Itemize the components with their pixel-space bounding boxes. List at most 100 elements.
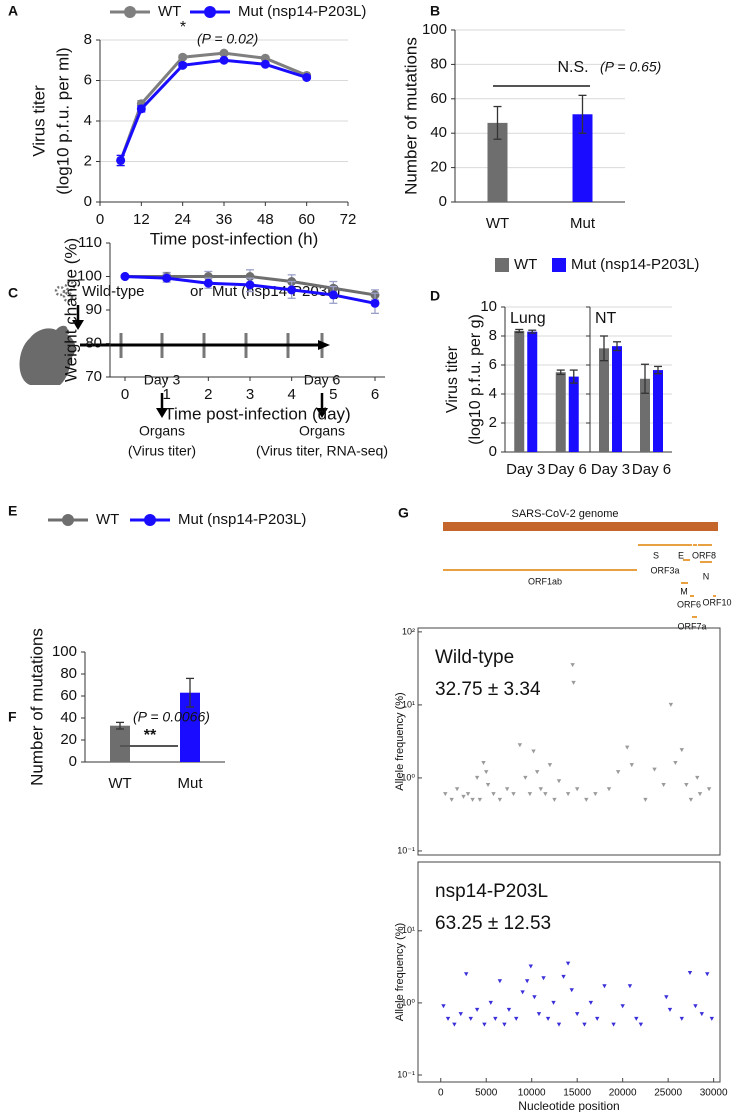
panel-label: F: [8, 709, 17, 725]
x-tick-label: Day 3: [591, 461, 630, 478]
point: [545, 1016, 551, 1021]
marker: [287, 285, 297, 295]
y-tick-label: 40: [60, 709, 77, 726]
significance: *: [180, 19, 186, 36]
bar: [555, 372, 566, 452]
point: [664, 995, 669, 1000]
point: [482, 1022, 487, 1027]
point: [687, 970, 693, 975]
point: [593, 792, 598, 797]
gene-label: ORF3a: [650, 565, 679, 575]
point: [502, 1022, 507, 1027]
marker: [178, 60, 188, 70]
y-tick-label: 20: [60, 731, 77, 748]
p-value: (P = 0.02): [197, 31, 258, 47]
y-tick-label: 70: [85, 368, 102, 385]
plot-frame: [417, 627, 721, 856]
panel-label: C: [8, 285, 18, 301]
y-tick-label: 60: [60, 687, 77, 704]
marker: [203, 278, 213, 288]
y-tick-label: 80: [60, 665, 77, 682]
x-tick-label: 3: [246, 386, 254, 403]
sample-label: Organs: [139, 423, 185, 439]
marker: [370, 298, 380, 308]
x-tick-label: Day 6: [548, 461, 587, 478]
point: [477, 797, 483, 802]
point: [441, 1004, 446, 1009]
x-tick-label: 0: [96, 211, 104, 228]
significance: **: [144, 727, 157, 744]
point: [474, 775, 480, 780]
marker: [136, 104, 146, 114]
point: [571, 680, 576, 685]
gene-label: M: [680, 586, 688, 596]
point: [667, 1007, 673, 1012]
point: [574, 787, 580, 792]
point: [461, 794, 466, 799]
assay-label: (Virus titer): [128, 443, 196, 459]
y-tick-label: 0: [439, 193, 447, 210]
x-tick-label: 4: [287, 386, 295, 403]
marker: [162, 273, 172, 283]
y-axis-label: Virus titer: [444, 345, 461, 413]
marker: [302, 72, 312, 82]
point: [565, 961, 571, 966]
y-tick-label: 4: [489, 385, 497, 402]
point: [485, 782, 491, 787]
y-tick-label: 8: [489, 327, 497, 344]
day-label: Day 3: [144, 372, 181, 388]
x-axis-label: Nucleotide position: [518, 1099, 619, 1112]
point: [561, 974, 566, 979]
assay-label: (Virus titer, RNA-seq): [256, 443, 388, 459]
point: [693, 1004, 698, 1009]
point: [582, 1022, 587, 1027]
legend-marker: [124, 6, 136, 18]
x-tick-label: 60: [298, 211, 315, 228]
panel-label: G: [398, 505, 409, 521]
point: [673, 761, 678, 766]
significance: N.S.: [557, 59, 588, 76]
x-tick-label: Day 6: [632, 461, 671, 478]
y-tick-label: 100: [422, 21, 447, 38]
point: [705, 972, 710, 977]
stat-label: 32.75 ± 3.34: [435, 679, 541, 700]
y-tick-label: 110: [78, 234, 102, 251]
point: [697, 792, 703, 797]
bar: [653, 370, 663, 452]
point: [620, 1004, 625, 1009]
panel-label: A: [8, 3, 18, 19]
legend-marker: [144, 514, 156, 526]
y-tick-label: 2: [489, 414, 497, 431]
x-tick-label: 15000: [563, 1088, 591, 1099]
bar: [599, 348, 609, 452]
point: [452, 1022, 457, 1027]
x-tick-label: 0: [438, 1088, 444, 1099]
legend-label: Mut (nsp14-P203L): [571, 256, 699, 273]
x-tick-label: 0: [121, 386, 129, 403]
marker: [245, 280, 255, 290]
point: [594, 1016, 600, 1021]
point: [688, 797, 694, 802]
point: [552, 797, 557, 802]
point: [679, 1016, 684, 1021]
point: [497, 979, 503, 984]
point: [638, 1022, 644, 1027]
y-tick-label: 10⁰: [401, 997, 415, 1007]
conjunction: or: [190, 283, 203, 300]
y-tick-label: 40: [430, 124, 447, 141]
y-axis-label: Number of mutations: [401, 37, 420, 195]
stat-label: 63.25 ± 12.53: [435, 913, 551, 934]
point: [468, 1016, 473, 1021]
gene-label: ORF6: [677, 599, 701, 609]
y-tick-label: 10²: [402, 626, 415, 636]
point: [504, 787, 510, 792]
plot-frame: [417, 861, 721, 1083]
y-tick-label: 60: [430, 90, 447, 107]
point: [464, 972, 469, 977]
bar: [527, 331, 538, 452]
y-tick-label: 10¹: [402, 925, 415, 935]
x-tick-label: 20000: [609, 1088, 637, 1099]
x-tick-label: 72: [340, 211, 357, 228]
genome-title: SARS-CoV-2 genome: [512, 508, 619, 520]
